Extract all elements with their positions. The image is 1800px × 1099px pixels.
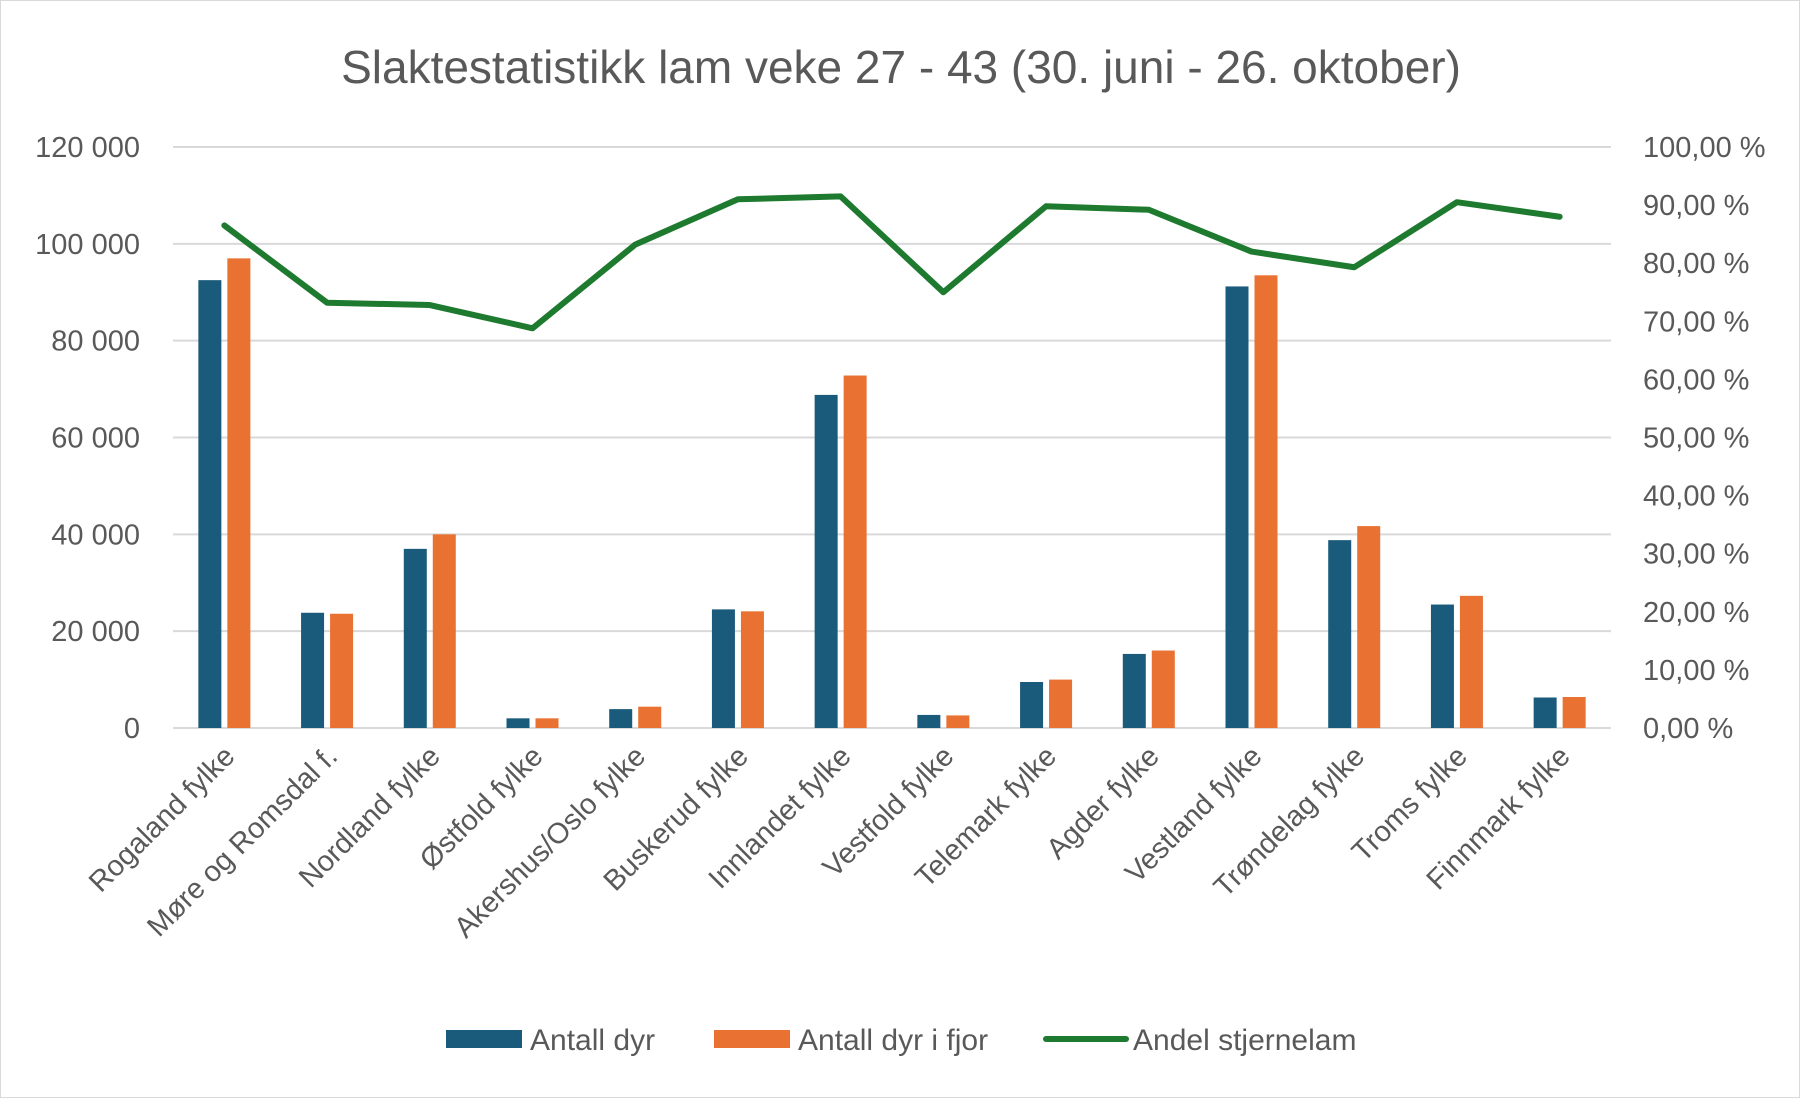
- bar-antall-dyr-i-fjor: [946, 715, 969, 728]
- chart-title: Slaktestatistikk lam veke 27 - 43 (30. j…: [341, 41, 1461, 93]
- bar-antall-dyr: [1123, 654, 1146, 728]
- right-axis-tick-label: 50,00 %: [1643, 423, 1749, 455]
- category-label: Akershus/Oslo fylke: [448, 740, 652, 944]
- bar-antall-dyr-i-fjor: [1152, 651, 1175, 728]
- line-series-group: [224, 196, 1559, 328]
- left-axis-tick-label: 60 000: [51, 423, 140, 455]
- bar-antall-dyr-i-fjor: [1049, 680, 1072, 728]
- bar-antall-dyr-i-fjor: [1563, 697, 1586, 728]
- gridlines: [173, 147, 1611, 728]
- bar-antall-dyr: [815, 395, 838, 728]
- right-axis-tick-label: 60,00 %: [1643, 364, 1749, 396]
- left-axis-tick-label: 120 000: [35, 132, 140, 164]
- category-label: Møre og Romsdal f.: [141, 740, 344, 943]
- bar-antall-dyr: [507, 718, 530, 728]
- right-axis-tick-label: 40,00 %: [1643, 481, 1749, 513]
- bar-antall-dyr: [301, 613, 324, 728]
- bar-antall-dyr: [1431, 605, 1454, 728]
- bar-antall-dyr: [712, 609, 735, 728]
- bar-antall-dyr: [1534, 697, 1557, 728]
- right-axis-tick-label: 10,00 %: [1643, 655, 1749, 687]
- bar-antall-dyr: [917, 715, 940, 728]
- bar-antall-dyr-i-fjor: [741, 611, 764, 728]
- bar-antall-dyr-i-fjor: [638, 707, 661, 728]
- bar-antall-dyr: [1226, 286, 1249, 728]
- right-axis-tick-label: 80,00 %: [1643, 248, 1749, 280]
- left-axis-tick-label: 20 000: [51, 616, 140, 648]
- line-andel-stjernelam: [224, 196, 1559, 328]
- bar-antall-dyr-i-fjor: [844, 376, 867, 728]
- bar-antall-dyr-i-fjor: [227, 258, 250, 728]
- bar-series-group: [198, 258, 1585, 728]
- bar-antall-dyr: [404, 549, 427, 728]
- legend-swatch: [446, 1030, 522, 1048]
- right-axis-tick-label: 90,00 %: [1643, 190, 1749, 222]
- bar-antall-dyr: [1328, 540, 1351, 728]
- left-y-axis: 0 20 000 40 000 60 000 80 000 100 000 120 000: [35, 132, 140, 745]
- bar-antall-dyr-i-fjor: [1357, 526, 1380, 728]
- right-axis-tick-label: 100,00 %: [1643, 132, 1766, 164]
- left-axis-tick-label: 100 000: [35, 229, 140, 261]
- bar-antall-dyr: [198, 280, 221, 728]
- legend-label: Andel stjernelam: [1133, 1024, 1356, 1057]
- legend-label: Antall dyr i fjor: [798, 1024, 988, 1057]
- right-y-axis: 0,00 % 10,00 % 20,00 % 30,00 % 40,00 % 50,00 …: [1643, 132, 1766, 745]
- legend: Antall dyr Antall dyr i fjor Andel stjerne…: [446, 1024, 1356, 1057]
- bar-antall-dyr-i-fjor: [1460, 596, 1483, 728]
- bar-antall-dyr: [609, 709, 632, 728]
- left-axis-tick-label: 40 000: [51, 519, 140, 551]
- right-axis-tick-label: 0,00 %: [1643, 713, 1733, 745]
- bar-antall-dyr-i-fjor: [536, 718, 559, 728]
- left-axis-tick-label: 0: [124, 713, 140, 745]
- left-axis-tick-label: 80 000: [51, 326, 140, 358]
- bar-antall-dyr: [1020, 682, 1043, 728]
- bar-antall-dyr-i-fjor: [433, 534, 456, 728]
- right-axis-tick-label: 20,00 %: [1643, 597, 1749, 629]
- legend-swatch: [714, 1030, 790, 1048]
- legend-label: Antall dyr: [530, 1024, 655, 1057]
- right-axis-tick-label: 30,00 %: [1643, 539, 1749, 571]
- right-axis-tick-label: 70,00 %: [1643, 306, 1749, 338]
- bar-antall-dyr-i-fjor: [330, 614, 353, 728]
- bar-antall-dyr-i-fjor: [1255, 275, 1278, 728]
